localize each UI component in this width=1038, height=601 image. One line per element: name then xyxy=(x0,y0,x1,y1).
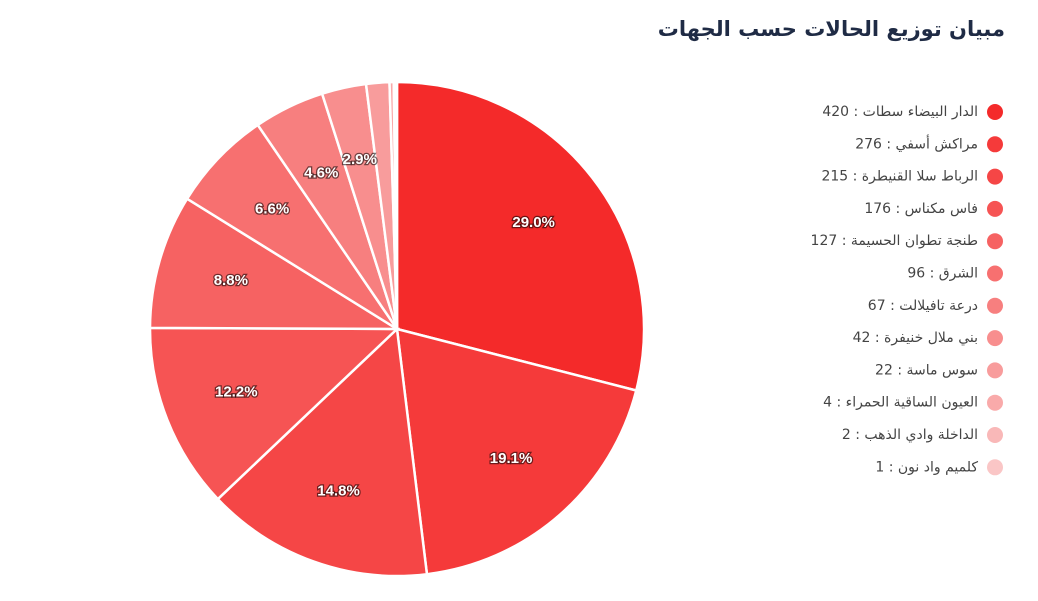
pie-slice xyxy=(148,326,401,501)
legend-swatch xyxy=(987,136,1003,153)
legend-label: بني ملال خنيفرة : 42 xyxy=(853,330,978,346)
legend-swatch xyxy=(987,265,1003,282)
pie-slice xyxy=(216,326,429,578)
slice-label: 6.6% xyxy=(255,200,289,217)
legend-swatch xyxy=(987,427,1003,443)
legend-swatch xyxy=(987,168,1003,185)
pie-slice xyxy=(148,197,402,331)
legend-label: سوس ماسة : 22 xyxy=(875,362,978,378)
slice-label: 14.8% xyxy=(317,483,360,500)
legend-swatch xyxy=(987,459,1003,476)
legend-label: طنجة تطوان الحسيمة : 127 xyxy=(811,233,978,249)
legend-swatch xyxy=(987,330,1003,347)
legend-label: درعة تافيلالت : 67 xyxy=(868,298,978,314)
legend-label: فاس مكناس : 176 xyxy=(864,201,978,217)
legend-label: الدار البيضاء سطات : 420 xyxy=(822,104,978,120)
slice-label: 8.8% xyxy=(214,272,248,289)
legend-label: الداخلة وادي الذهب : 2 xyxy=(842,427,978,443)
legend-swatch xyxy=(987,394,1003,411)
legend-label: كلميم واد نون : 1 xyxy=(875,459,978,475)
slice-label: 19.1% xyxy=(490,450,533,467)
slice-label: 4.6% xyxy=(304,165,338,182)
legend-label: العيون الساقية الحمراء : 4 xyxy=(823,395,978,411)
legend-swatch xyxy=(987,233,1003,250)
legend-swatch xyxy=(987,200,1003,217)
legend-swatch xyxy=(987,104,1003,120)
slice-label: 29.0% xyxy=(512,214,555,231)
legend-swatch xyxy=(987,362,1003,379)
pie-slice xyxy=(394,80,399,330)
legend-label: الرباط سلا القنيطرة : 215 xyxy=(821,169,978,185)
slice-label: 12.2% xyxy=(215,384,258,401)
legend-swatch xyxy=(987,297,1003,314)
pie-slice xyxy=(395,80,646,393)
slice-label: 2.9% xyxy=(343,151,377,168)
pie-slice xyxy=(395,327,638,576)
legend-label: الشرق : 96 xyxy=(907,266,978,282)
legend-label: مراكش أسفي : 276 xyxy=(855,134,978,152)
chart-title: مبيان توزيع الحالات حسب الجهات xyxy=(658,17,1005,41)
